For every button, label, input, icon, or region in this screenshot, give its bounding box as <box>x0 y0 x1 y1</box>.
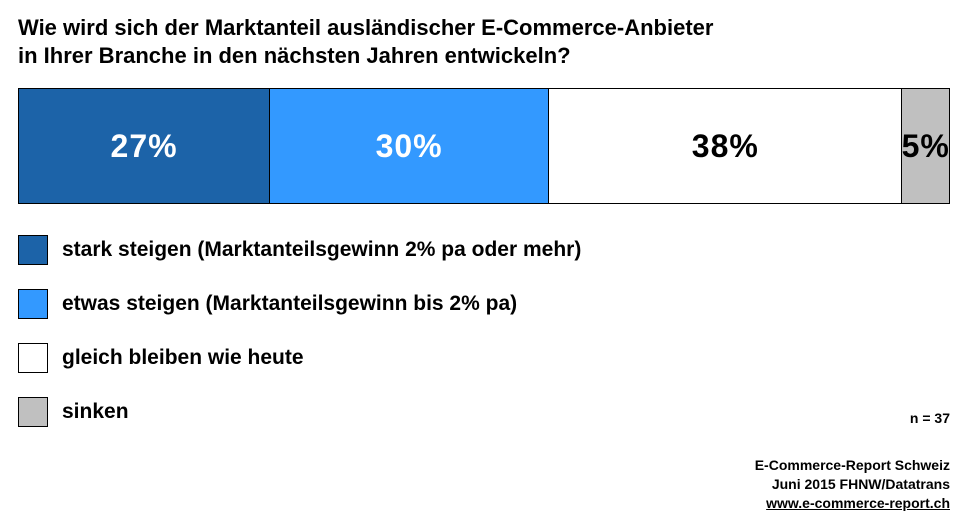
sample-size-label: n = 37 <box>909 410 950 426</box>
legend-label-4: sinken <box>62 400 129 423</box>
legend-label-1: stark steigen (Marktanteilsgewinn 2% pa … <box>62 238 582 261</box>
source-line-date: Juni 2015 FHNW/Datatrans <box>771 476 950 492</box>
chart-title-line-2: in Ihrer Branche in den nächsten Jahren … <box>18 43 571 68</box>
source-link[interactable]: www.e-commerce-report.ch <box>766 495 950 511</box>
chart-title-line-1: Wie wird sich der Marktanteil ausländisc… <box>18 15 714 40</box>
legend-item-1: stark steigen (Marktanteilsgewinn 2% pa … <box>18 234 581 266</box>
source-note: E-Commerce-Report Schweiz Juni 2015 FHNW… <box>755 456 950 513</box>
bar-segment-label-3: 38% <box>691 127 759 164</box>
source-line-report: E-Commerce-Report Schweiz <box>754 457 950 473</box>
bar-segment-4: 5% <box>902 89 949 203</box>
bar-segment-label-4: 5% <box>901 127 950 164</box>
legend-swatch-2 <box>18 289 48 319</box>
legend-label-3: gleich bleiben wie heute <box>62 346 304 369</box>
bar-segment-1: 27% <box>19 89 271 203</box>
legend-swatch-4 <box>18 397 48 427</box>
legend-swatch-3 <box>18 343 48 373</box>
stacked-bar: 27% 30% 38% 5% <box>18 88 950 204</box>
chart-title: Wie wird sich der Marktanteil ausländisc… <box>18 14 918 70</box>
legend-item-4: sinken <box>18 396 581 428</box>
legend: stark steigen (Marktanteilsgewinn 2% pa … <box>18 234 581 450</box>
legend-label-2: etwas steigen (Marktanteilsgewinn bis 2%… <box>62 292 518 315</box>
bar-segment-label-1: 27% <box>110 127 178 164</box>
bar-segment-2: 30% <box>270 89 550 203</box>
legend-swatch-1 <box>18 235 48 265</box>
bar-segment-3: 38% <box>549 89 903 203</box>
legend-item-3: gleich bleiben wie heute <box>18 342 581 374</box>
legend-item-2: etwas steigen (Marktanteilsgewinn bis 2%… <box>18 288 581 320</box>
bar-segment-label-2: 30% <box>375 127 443 164</box>
